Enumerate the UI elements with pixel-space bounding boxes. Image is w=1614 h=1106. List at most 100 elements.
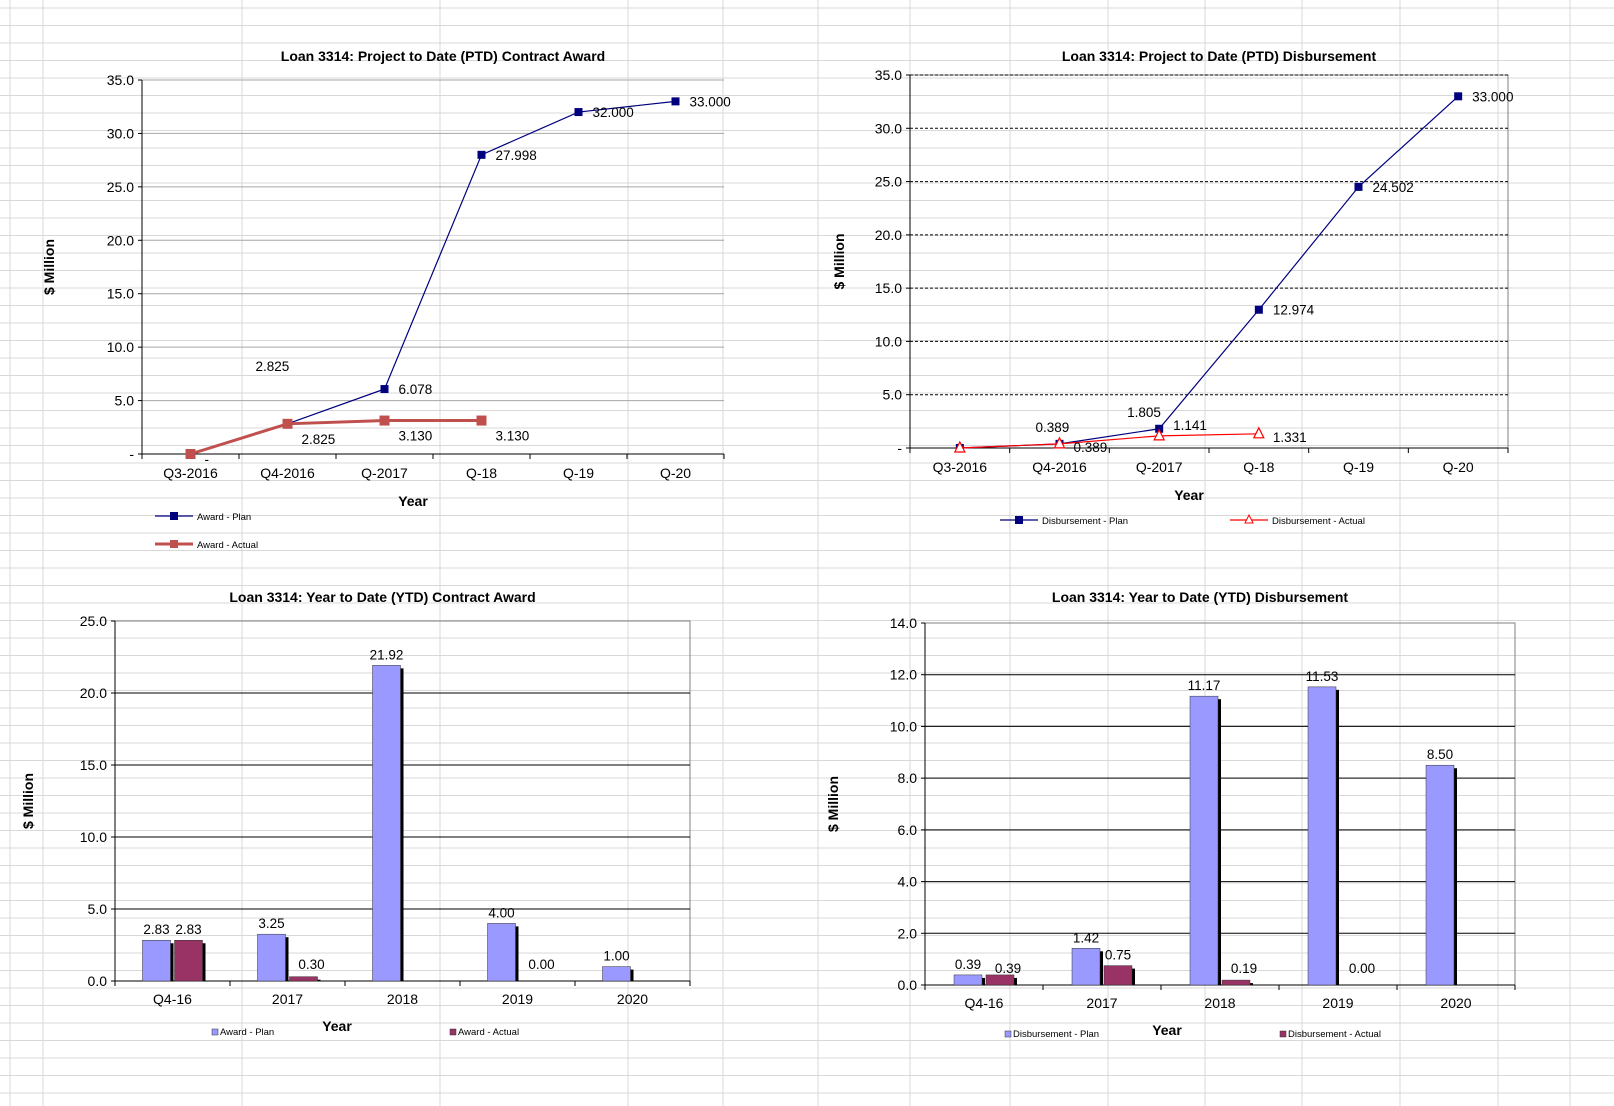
chart-title: Loan 3314: Project to Date (PTD) Disburs… <box>1062 48 1377 64</box>
series-line-0 <box>190 100 676 455</box>
x-tick-label: Q4-2016 <box>1032 459 1087 475</box>
data-label: 8.50 <box>1427 747 1453 762</box>
x-tick-label: 2019 <box>1322 995 1353 1011</box>
data-point <box>574 108 583 117</box>
data-label: 0.389 <box>1036 420 1070 435</box>
y-tick-label: 14.0 <box>890 615 917 631</box>
data-label: 0.00 <box>528 957 554 972</box>
x-tick-label: 2017 <box>272 991 303 1007</box>
legend-label: Award - Actual <box>458 1027 519 1038</box>
x-tick-label: Q-19 <box>1343 459 1374 475</box>
y-tick-label: 2.0 <box>898 925 918 941</box>
data-label: 33.000 <box>690 94 731 109</box>
x-tick-label: Q4-16 <box>153 991 192 1007</box>
y-tick-label: 5.0 <box>883 387 903 403</box>
y-tick-label: 5.0 <box>88 901 108 917</box>
ptd-contract-award-chart: Loan 3314: Project to Date (PTD) Contrac… <box>41 48 731 551</box>
bar <box>142 939 171 982</box>
data-label: 27.998 <box>496 148 537 163</box>
x-tick-label: 2020 <box>1440 995 1471 1011</box>
legend-marker <box>170 512 178 520</box>
y-tick-label: 15.0 <box>107 286 134 302</box>
x-axis-title: Year <box>1152 1022 1182 1038</box>
y-tick-label: 25.0 <box>107 179 134 195</box>
data-label: 6.078 <box>399 382 433 397</box>
data-label: 4.00 <box>488 905 514 920</box>
data-point <box>476 415 487 426</box>
data-label: 3.130 <box>399 429 433 444</box>
legend-marker <box>1244 513 1254 524</box>
y-tick-label: 6.0 <box>898 822 918 838</box>
x-tick-label: Q-2017 <box>361 465 408 481</box>
data-point <box>953 440 966 453</box>
data-label: 3.130 <box>496 429 530 444</box>
data-point <box>671 97 680 106</box>
x-tick-label: Q4-16 <box>965 995 1004 1011</box>
data-label: 1.00 <box>603 949 629 964</box>
legend-marker <box>170 540 178 548</box>
x-tick-label: 2018 <box>387 991 418 1007</box>
x-tick-label: Q3-2016 <box>163 465 218 481</box>
x-tick-label: 2018 <box>1204 995 1235 1011</box>
y-tick-label: 0.0 <box>88 973 108 989</box>
legend-marker <box>1015 516 1023 524</box>
y-axis-title: $ Million <box>831 234 847 290</box>
data-label: 1.805 <box>1127 405 1161 420</box>
bar <box>953 974 983 986</box>
bar <box>985 974 1015 986</box>
y-tick-label: 4.0 <box>898 874 918 890</box>
x-axis-title: Year <box>322 1018 352 1034</box>
data-label: 1.42 <box>1073 930 1099 945</box>
data-point <box>185 449 196 459</box>
y-axis-title: $ Million <box>20 773 36 829</box>
x-tick-label: Q-2017 <box>1136 459 1183 475</box>
series-line-1 <box>190 419 482 456</box>
data-label: 11.17 <box>1188 678 1221 693</box>
bar <box>174 939 203 982</box>
y-tick-label: 15.0 <box>875 280 902 296</box>
data-label: 1.331 <box>1273 430 1307 445</box>
y-tick-label: 8.0 <box>898 770 918 786</box>
bar <box>257 933 286 982</box>
ptd-disbursement-chart: Loan 3314: Project to Date (PTD) Disburs… <box>831 48 1513 527</box>
y-tick-label: - <box>129 446 134 462</box>
data-label: 0.75 <box>1105 948 1131 963</box>
data-label: 2.83 <box>175 922 201 937</box>
data-point <box>1254 305 1263 314</box>
chart-title: Loan 3314: Year to Date (YTD) Disburseme… <box>1052 589 1348 605</box>
data-label: 11.53 <box>1306 669 1339 684</box>
data-label: 2.825 <box>302 432 336 447</box>
y-tick-label: 0.0 <box>898 977 918 993</box>
legend-label: Disbursement - Actual <box>1288 1029 1381 1040</box>
data-label: 0.30 <box>298 957 324 972</box>
bar <box>372 665 401 982</box>
y-tick-label: 12.0 <box>890 667 917 683</box>
legend-label: Award - Actual <box>197 540 258 551</box>
bar <box>1307 686 1337 986</box>
data-point <box>1454 92 1463 101</box>
x-tick-label: 2020 <box>617 991 648 1007</box>
series-line-0 <box>959 95 1459 449</box>
data-label: 0.00 <box>1349 961 1375 976</box>
chart-title: Loan 3314: Project to Date (PTD) Contrac… <box>281 48 605 64</box>
x-axis-title: Year <box>398 493 428 509</box>
x-tick-label: Q-18 <box>1243 459 1274 475</box>
x-axis-title: Year <box>1174 487 1204 503</box>
chart-title: Loan 3314: Year to Date (YTD) Contract A… <box>229 589 535 605</box>
legend-label: Disbursement - Actual <box>1272 516 1365 527</box>
y-tick-label: 20.0 <box>875 227 902 243</box>
legend-swatch <box>449 1028 457 1036</box>
x-tick-label: Q-20 <box>1443 459 1474 475</box>
data-point <box>1053 436 1066 449</box>
data-point <box>379 415 390 426</box>
bar <box>1103 965 1133 986</box>
y-tick-label: 35.0 <box>875 67 902 83</box>
legend-swatch <box>211 1028 219 1036</box>
y-tick-label: 15.0 <box>80 757 107 773</box>
legend-label: Disbursement - Plan <box>1013 1029 1099 1040</box>
data-point <box>282 418 293 429</box>
data-point <box>380 385 389 394</box>
y-tick-label: 20.0 <box>80 685 107 701</box>
bar <box>289 976 318 982</box>
